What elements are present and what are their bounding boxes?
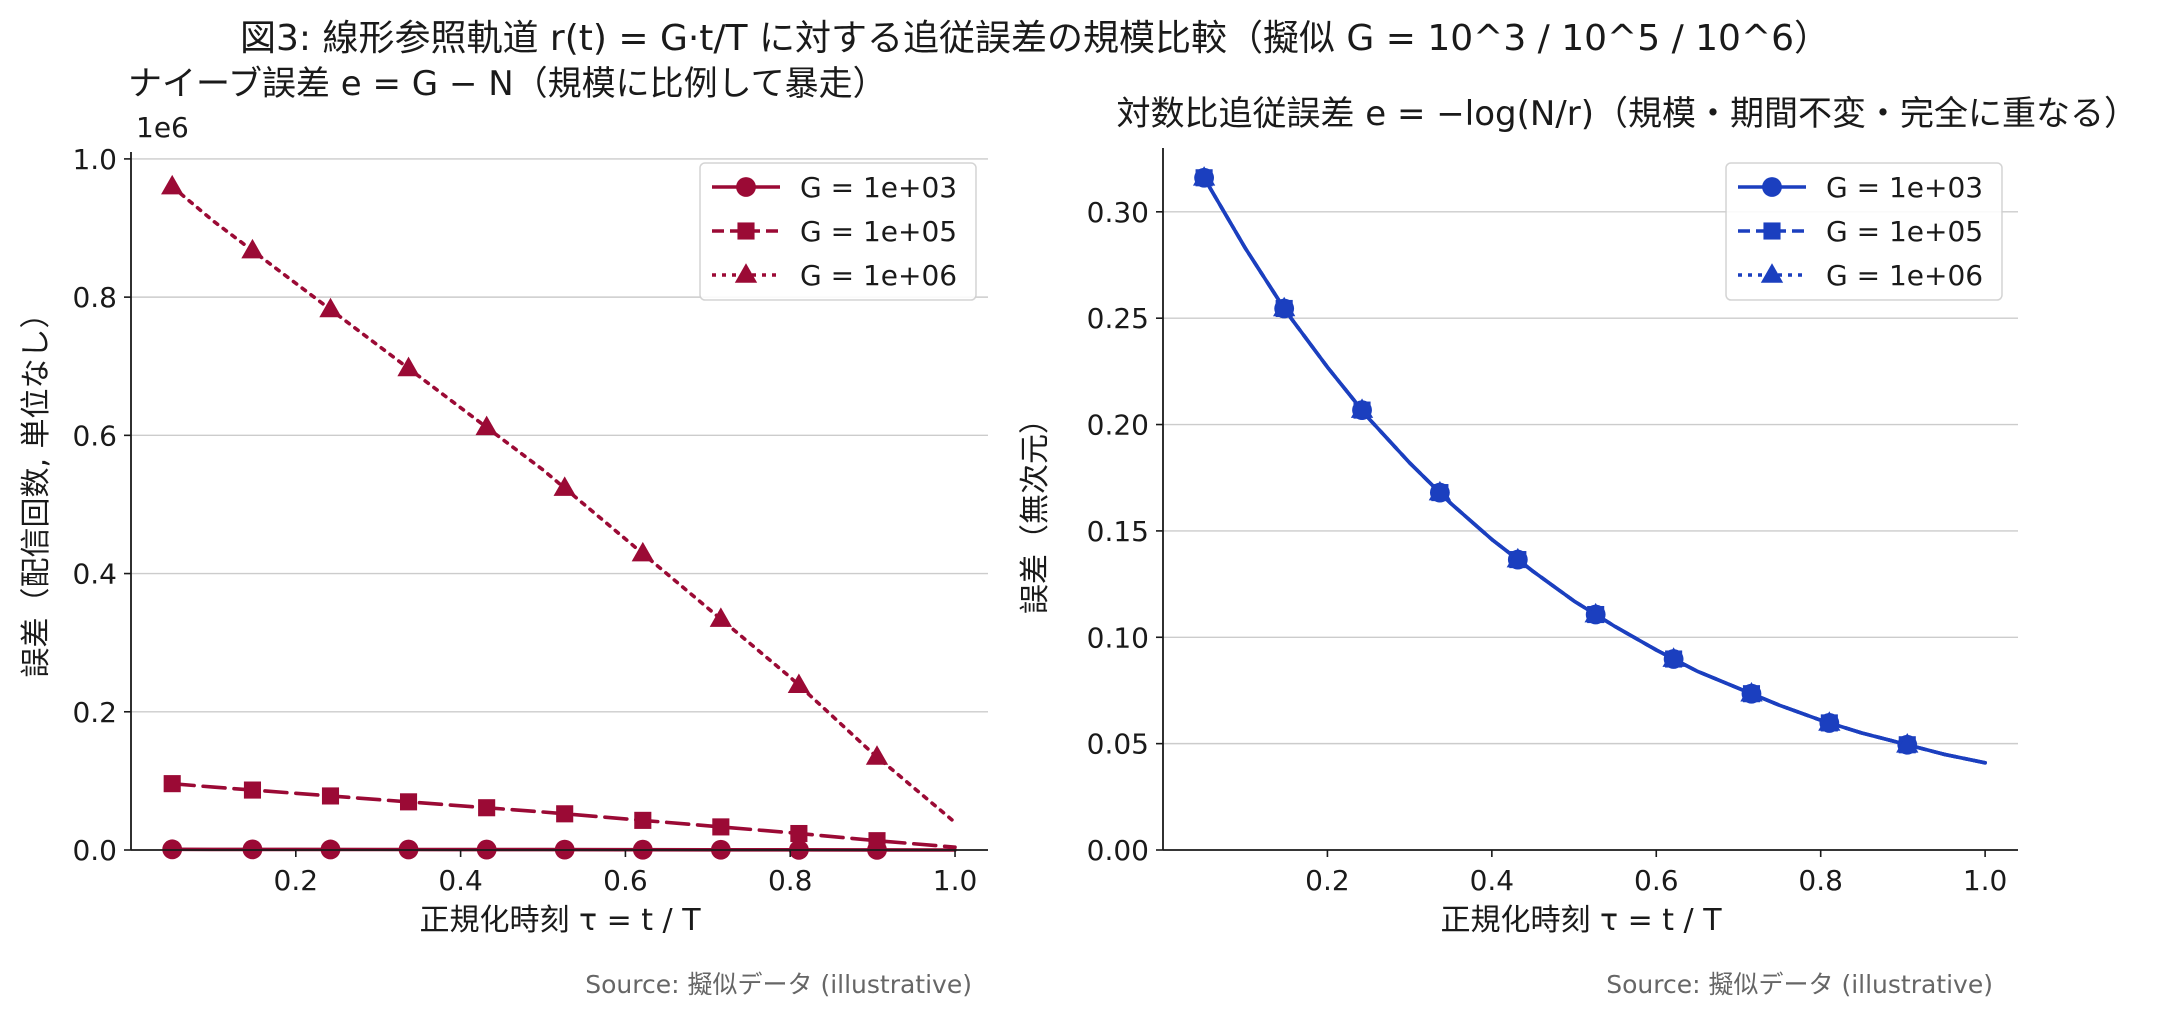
x-tick-label: 0.2: [274, 864, 319, 897]
x-tick-label: 0.4: [438, 864, 483, 897]
series-2-marker: [712, 818, 730, 836]
legend-marker: [737, 222, 755, 240]
y-tick-label: 0.6: [72, 419, 117, 452]
legend: G = 1e+03 G = 1e+05 G = 1e+06: [1725, 162, 2003, 301]
series-3-marker: [1273, 296, 1296, 317]
y-tick-label: 0.20: [1087, 409, 1149, 442]
series-3-marker: [1350, 398, 1374, 418]
y-tick-label: 0.30: [1087, 196, 1149, 229]
legend-box: [1725, 162, 2003, 301]
series-3-marker: [1740, 681, 1763, 702]
series-2-marker: [556, 805, 574, 823]
x-tick-label: 0.6: [1634, 864, 1679, 897]
legend-label: G = 1e+06: [800, 259, 957, 292]
series-3-marker: [1662, 647, 1685, 667]
legend-label: G = 1e+05: [1826, 215, 1983, 248]
series-2-marker: [790, 824, 808, 843]
series-3-marker: [1584, 602, 1607, 623]
legend-marker: [736, 177, 756, 197]
x-tick-label: 1.0: [1963, 864, 2008, 897]
x-tick-label: 0.2: [1305, 864, 1350, 897]
y-tick-label: 1.0: [72, 143, 117, 176]
series-2-marker: [868, 832, 886, 850]
series-2-marker: [634, 811, 652, 829]
x-tick-label: 0.8: [768, 864, 813, 897]
legend-marker: [1762, 177, 1782, 197]
series-3-marker: [1818, 711, 1841, 731]
panel-naive-error: ナイーブ誤差 e = G − N（規模に比例して暴走） 0.0 0.2 0.4 0.6…: [19, 64, 988, 999]
series-2-marker: [399, 793, 418, 811]
panel-title: 対数比追従誤差 e = −log(N/r)（規模・期間不変・完全に重なる）: [1116, 94, 2138, 134]
axes: 0.0 0.2 0.4 0.6 0.8 1.0 0.2 0.4 0.6 0.8 1.0: [72, 143, 988, 897]
series-line-2: [170, 781, 957, 850]
y-tick-label: 0.25: [1087, 302, 1149, 335]
series-3-marker: [241, 238, 264, 259]
series-2-marker: [163, 775, 181, 793]
figure-suptitle: 図3: 線形参照軌道 r(t) = G·t/T に対する追従誤差の規模比較（擬似…: [240, 18, 1830, 59]
x-axis-label: 正規化時刻 τ = t / T: [1440, 903, 1722, 938]
series-3-marker: [787, 673, 811, 694]
y-tick-label: 0.0: [72, 834, 117, 867]
panel-log-ratio-error: 対数比追従誤差 e = −log(N/r)（規模・期間不変・完全に重なる） 0.…: [1018, 94, 2138, 999]
series-3-marker: [475, 415, 498, 436]
y-tick-label: 0.05: [1087, 728, 1149, 761]
legend-marker: [734, 263, 758, 283]
grid-lines: [1163, 211, 2018, 745]
series-3-marker: [1506, 547, 1529, 568]
series-line-3: [170, 184, 957, 825]
legend-marker: [1763, 222, 1781, 240]
y-tick-label: 0.15: [1087, 515, 1149, 548]
legend-box: [699, 162, 977, 301]
source-note: Source: 擬似データ (illustrative): [585, 970, 972, 999]
series-3-marker: [709, 607, 733, 627]
series-3-marker: [1192, 166, 1216, 186]
series-3-marker: [1896, 733, 1919, 753]
series-3-marker: [865, 745, 889, 765]
source-note: Source: 擬似データ (illustrative): [1606, 970, 1993, 999]
legend-label: G = 1e+05: [800, 215, 957, 248]
x-axis-label: 正規化時刻 τ = t / T: [419, 903, 701, 938]
series-3-marker: [631, 541, 654, 562]
y-axis-label: 誤差（無次元）: [1018, 404, 1053, 614]
legend-marker: [1760, 263, 1784, 283]
x-tick-label: 1.0: [933, 864, 978, 897]
series-layer: [1192, 166, 1987, 765]
panel-title: ナイーブ誤差 e = G − N（規模に比例して暴走）: [128, 64, 887, 104]
x-tick-label: 0.8: [1798, 864, 1843, 897]
y-tick-label: 0.2: [72, 696, 117, 729]
series-3-marker: [161, 174, 184, 195]
series-2-marker: [478, 799, 496, 817]
legend-label: G = 1e+03: [800, 171, 957, 204]
x-tick-label: 0.4: [1470, 864, 1515, 897]
series-2-marker: [321, 787, 340, 805]
x-tick-label: 0.6: [603, 864, 648, 897]
series-3-marker: [397, 356, 420, 377]
legend-label: G = 1e+03: [1826, 171, 1983, 204]
y-axis-label: 誤差（配信回数, 単位なし）: [19, 298, 54, 677]
y-tick-label: 0.8: [72, 281, 117, 314]
series-3-marker: [1428, 480, 1452, 501]
y-tick-label: 0.4: [72, 558, 117, 591]
legend: G = 1e+03 G = 1e+05 G = 1e+06: [699, 162, 977, 301]
series-3-marker: [319, 297, 342, 318]
y-tick-label: 0.10: [1087, 621, 1149, 654]
series-3-marker: [553, 476, 576, 496]
y-offset-label: 1e6: [136, 111, 189, 144]
legend-label: G = 1e+06: [1826, 259, 1983, 292]
axes: 0.00 0.05 0.10 0.15 0.20 0.25 0.30 0.2 0.4 0.6 0.8…: [1087, 148, 2018, 897]
series-2-marker: [243, 781, 262, 799]
y-tick-label: 0.00: [1087, 834, 1149, 867]
